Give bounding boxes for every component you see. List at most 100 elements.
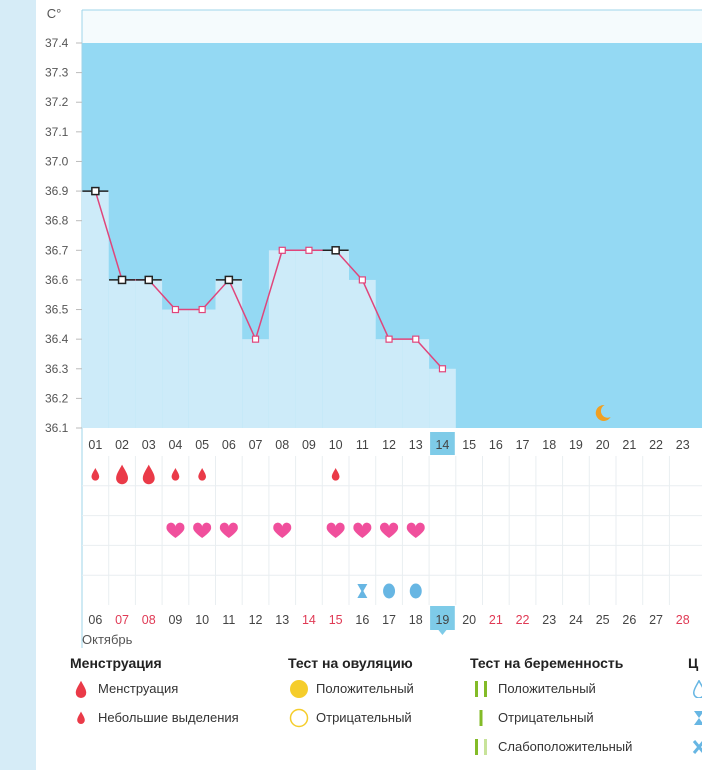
circle-negative-icon xyxy=(288,707,310,729)
heart-shape xyxy=(326,522,345,538)
legend-pregnancy-test: Тест на беременность Положительный Отриц… xyxy=(470,652,632,761)
y-tick-label: 36.3 xyxy=(45,362,69,376)
drop-shape xyxy=(198,467,206,481)
temp-bar xyxy=(402,339,430,428)
cycle-day-label: 12 xyxy=(382,438,396,452)
legend-label: Отрицательный xyxy=(498,710,594,725)
y-tick-label: 36.7 xyxy=(45,243,69,257)
temp-point xyxy=(305,246,313,254)
cut-hourglass-icon xyxy=(688,707,702,729)
y-tick-label: 36.1 xyxy=(45,421,69,435)
cycle-day-label: 19 xyxy=(569,438,583,452)
drop-shape xyxy=(116,464,128,485)
date-label: 07 xyxy=(115,613,129,627)
heart-shape xyxy=(406,522,425,538)
y-tick-label: 36.9 xyxy=(45,184,69,198)
legend-label: Положительный xyxy=(316,681,414,696)
blue-drop-icon xyxy=(409,583,422,599)
cycle-day-label: 16 xyxy=(489,438,503,452)
legend-item: Менструация xyxy=(70,674,239,703)
cycle-day-label: 02 xyxy=(115,438,129,452)
heart-shape xyxy=(273,522,292,538)
cycle-day-label: 10 xyxy=(329,438,343,452)
temp-point xyxy=(251,335,260,343)
heart-icon xyxy=(326,522,345,538)
cycle-day-label: 11 xyxy=(356,438,369,452)
heart-icon xyxy=(273,522,292,538)
date-label: 09 xyxy=(168,613,182,627)
temp-bar xyxy=(82,191,109,428)
y-tick-label: 37.0 xyxy=(45,154,69,168)
date-label: 21 xyxy=(489,613,503,627)
date-label: 25 xyxy=(596,613,610,627)
heart-shape xyxy=(193,522,212,538)
legend-title: Ц xyxy=(688,655,699,671)
date-label: 06 xyxy=(88,613,102,627)
y-tick-label: 36.8 xyxy=(45,214,69,228)
legend-item xyxy=(688,703,702,732)
temp-bar xyxy=(268,250,296,428)
temp-point xyxy=(331,246,340,255)
moon-shape xyxy=(595,404,611,421)
y-unit-label: C° xyxy=(47,6,62,21)
date-label: 13 xyxy=(275,613,289,627)
cycle-day-label: 23 xyxy=(676,438,690,452)
cycle-day-label: 05 xyxy=(195,438,209,452)
legend-title: Тест на овуляцию xyxy=(288,655,413,671)
heart-icon xyxy=(379,522,399,538)
date-label: 12 xyxy=(249,613,263,627)
hourglass-icon xyxy=(357,584,368,598)
month-label: Октябрь xyxy=(82,632,133,647)
cycle-day-label: 13 xyxy=(409,438,423,452)
temp-bar xyxy=(322,250,349,428)
menstruation-light-icon xyxy=(331,467,340,481)
drop-shape xyxy=(142,464,155,485)
sun-positive-icon xyxy=(288,678,310,700)
legend-label: Менструация xyxy=(98,681,179,696)
temp-bar xyxy=(188,309,216,428)
temp-bar xyxy=(162,309,189,428)
cycle-day-label: 04 xyxy=(168,438,182,452)
temp-bar xyxy=(242,339,269,428)
chart-svg: C° 37.4 37.3 37.2 37.1 37.0 36.9 36.8 36.7 36.6 36… xyxy=(45,6,702,648)
cut-drop-icon xyxy=(688,678,702,700)
legend-item: Положительный xyxy=(470,674,632,703)
date-label: 26 xyxy=(622,613,636,627)
today-pointer xyxy=(438,630,447,635)
menstruation-heavy-icon xyxy=(142,464,155,485)
heart-icon xyxy=(166,522,185,538)
cut-symbol-icon xyxy=(688,736,702,758)
menstruation-light-icon xyxy=(171,467,180,481)
legend-item: Небольшие выделения xyxy=(70,703,239,732)
small-drop-icon xyxy=(70,707,92,729)
legend-item: Слабоположительный xyxy=(470,732,632,761)
cycle-day-label: 07 xyxy=(249,438,263,452)
temp-point xyxy=(198,305,206,314)
heart-shape xyxy=(379,522,399,538)
date-label: 10 xyxy=(195,613,209,627)
y-tick-label: 36.2 xyxy=(45,391,69,405)
heart-shape xyxy=(166,522,185,538)
temp-point xyxy=(117,275,127,285)
temp-bar xyxy=(375,339,403,428)
temp-point xyxy=(144,275,153,285)
heart-icon xyxy=(193,522,212,538)
temp-point xyxy=(385,335,393,343)
date-label: 08 xyxy=(142,613,156,627)
drop-shape xyxy=(171,467,180,481)
date-label: 11 xyxy=(222,613,235,627)
legend-ovulation-test: Тест на овуляцию Положительный Отрицател… xyxy=(288,652,414,732)
y-tick-label: 37.3 xyxy=(45,66,69,80)
cycle-day-label: 21 xyxy=(622,438,636,452)
temp-point xyxy=(438,365,447,373)
temp-point xyxy=(91,186,100,196)
date-label: 27 xyxy=(649,613,663,627)
menstruation-heavy-icon xyxy=(116,464,128,485)
temp-point xyxy=(171,305,180,314)
cycle-day-label: 18 xyxy=(542,438,556,452)
legend-title: Тест на беременность xyxy=(470,655,624,671)
y-tick-label: 37.4 xyxy=(45,36,69,50)
cycle-day-label: 14 xyxy=(435,438,449,452)
date-label: 24 xyxy=(569,613,583,627)
date-label: 23 xyxy=(542,613,556,627)
